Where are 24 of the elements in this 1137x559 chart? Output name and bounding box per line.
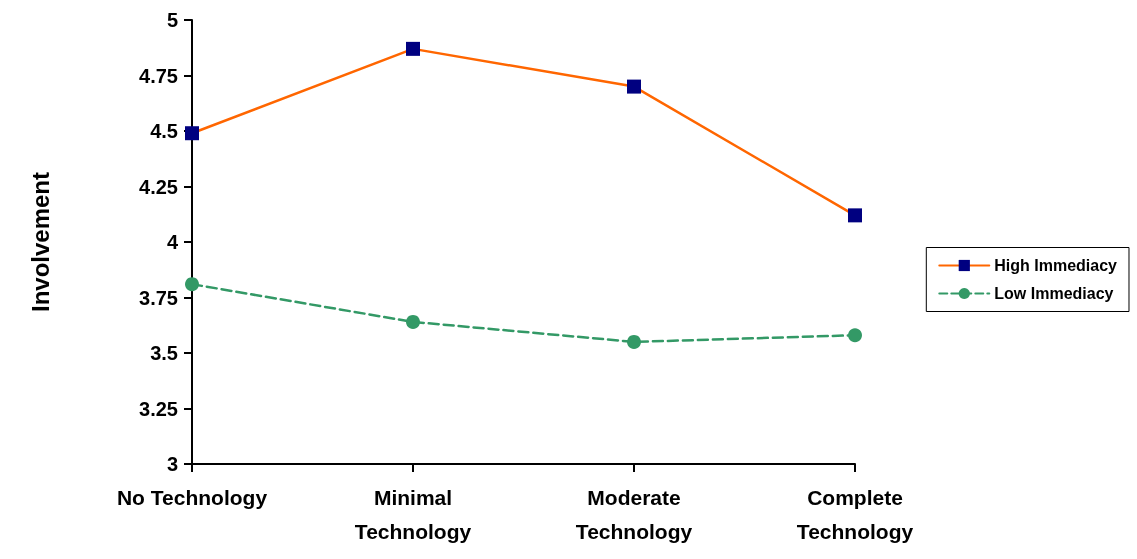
point xyxy=(627,334,641,349)
y-tick-label: 4.25 xyxy=(139,175,178,198)
x-tick-label: Moderate Technology xyxy=(575,485,693,543)
y-tick-label: 4 xyxy=(166,231,179,253)
point xyxy=(406,41,420,56)
y-tick-label: 3.25 xyxy=(139,397,178,420)
y-tick-label: 3 xyxy=(166,453,178,475)
legend-label: Low Immediacy xyxy=(994,285,1114,302)
y-tick-label: 4.5 xyxy=(150,120,178,142)
point xyxy=(848,328,862,343)
point xyxy=(406,314,420,329)
y-tick-label: 3.75 xyxy=(139,286,178,309)
y-axis-title: Involvement xyxy=(26,171,54,313)
point xyxy=(848,208,862,223)
x-tick-label: Minimal Technology xyxy=(354,485,472,543)
point xyxy=(627,79,641,94)
y-tick-label: 4.75 xyxy=(139,64,178,87)
x-tick-label: Complete Technology xyxy=(796,485,914,543)
y-tick-label: 5 xyxy=(166,9,178,31)
legend-label: High Immediacy xyxy=(994,257,1118,274)
point xyxy=(185,126,199,141)
point xyxy=(185,277,199,292)
x-tick-label: No Technology xyxy=(116,485,268,509)
y-tick-label: 3.5 xyxy=(150,342,178,364)
